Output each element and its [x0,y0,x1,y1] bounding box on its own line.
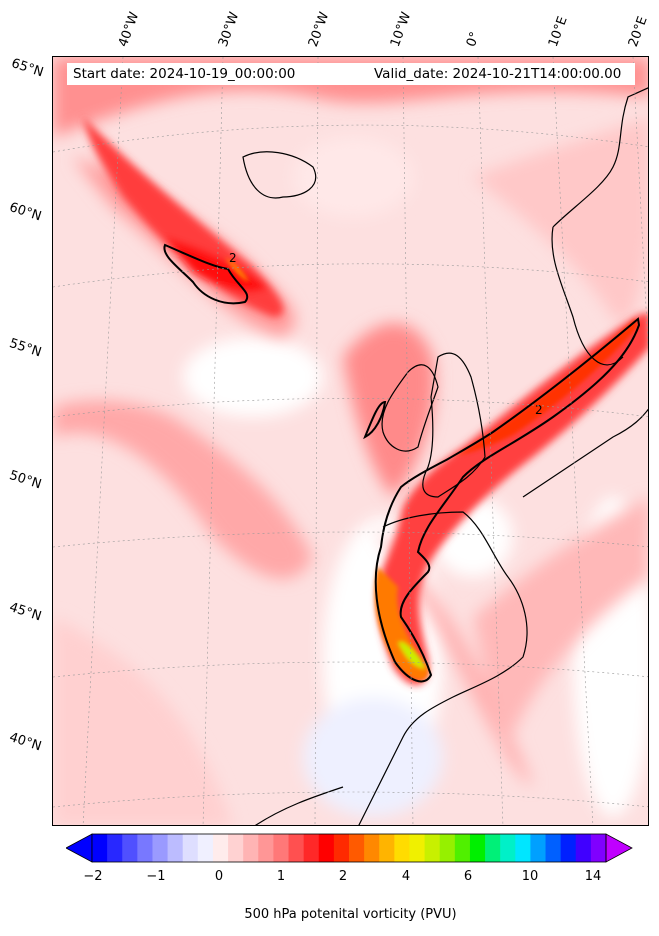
colorbar-tick-label: −2 [83,869,103,884]
coastline-france-spain [358,511,528,825]
colorbar-segment [424,834,441,862]
colorbar-segment [439,834,456,862]
colorbar-segment [575,834,592,862]
colorbar-segment [107,834,123,862]
pv-frontal-band [377,312,648,686]
colorbar-tick-label: 4 [401,869,411,884]
lon-label-10w: 10°W [387,10,415,49]
colorbar [66,833,633,863]
colorbar-segment [409,834,426,862]
coastline-ireland [381,364,439,452]
colorbar-segment [122,834,138,862]
colorbar-outline [91,833,607,863]
graticule [53,57,648,825]
colorbar-segment [469,834,486,862]
lon-label-20e: 20°E [625,14,651,50]
colorbar-segment [349,834,365,862]
colorbar-segment [590,834,607,862]
lon-label-40w: 40°W [115,10,143,49]
potential-vorticity-map: 2 2 [53,57,648,825]
colorbar-segment [243,834,259,862]
colorbar-segments [92,834,607,862]
lat-label-65n: 65°N [9,56,46,81]
coastline-iceland [242,151,317,199]
colorbar-tick-label: 0 [214,869,224,884]
colorbar-segment [515,834,531,862]
map-panel: 2 2 [52,56,649,826]
start-date-label: Start date: 2024-10-19_00:00:00 [67,63,357,85]
lon-label-10e: 10°E [545,14,571,50]
colorbar-segment [167,834,184,862]
colorbar-segment [530,834,547,862]
colorbar-segment [137,834,153,862]
colorbar-segment [454,834,471,862]
colorbar-segment [560,834,577,862]
colorbar-tick-label: 10 [521,869,539,884]
colorbar-segment [364,834,380,862]
lat-label-55n: 55°N [7,336,44,361]
contour-label-main: 2 [535,403,543,417]
colorbar-tick-label: 1 [276,869,286,884]
colorbar-segment [212,834,229,862]
colorbar-extend-high [605,833,633,863]
lat-label-50n: 50°N [7,468,44,493]
colorbar-segment [394,834,410,862]
contour-west [363,400,387,440]
colorbar-segment [545,834,562,862]
valid-date-label: Valid_date: 2024-10-21T14:00:00.00 [357,63,635,85]
lat-label-45n: 45°N [7,600,44,625]
colorbar-segment [485,834,501,862]
pv-contour-2 [163,243,641,683]
colorbar-segment [228,834,244,862]
colorbar-segment [333,834,350,862]
lon-label-0: 0° [463,29,484,49]
colorbar-segment [92,834,108,862]
contour-north [163,243,249,305]
lon-label-30w: 30°W [215,10,243,49]
lat-label-60n: 60°N [7,200,44,225]
colorbar-segment [500,834,516,862]
coastline-great-britain [422,352,486,498]
colorbar-segment [152,834,169,862]
colorbar-tick-label: 6 [463,869,473,884]
colorbar-segment [258,834,274,862]
colorbar-label: 500 hPa potenital vorticity (PVU) [244,907,457,922]
coastline-scandinavia [551,87,648,366]
colorbar-segment [288,834,305,862]
colorbar-segment [303,834,320,862]
colorbar-segment [197,834,214,862]
coastline-low-countries [522,408,648,498]
colorbar-segment [273,834,290,862]
colorbar-segment [182,834,199,862]
contour-main [374,317,641,683]
colorbar-extend-low [66,833,93,863]
colorbar-tick-label: 2 [338,869,348,884]
colorbar-segment [379,834,395,862]
coastlines [242,87,648,825]
lon-label-20w: 20°W [305,10,333,49]
colorbar-tick-label: −1 [146,869,166,884]
colorbar-segment [318,834,335,862]
colorbar-tick-label: 14 [584,869,602,884]
coastline-morocco [255,786,344,825]
contour-label-north: 2 [229,251,237,265]
lat-label-40n: 40°N [7,730,44,755]
